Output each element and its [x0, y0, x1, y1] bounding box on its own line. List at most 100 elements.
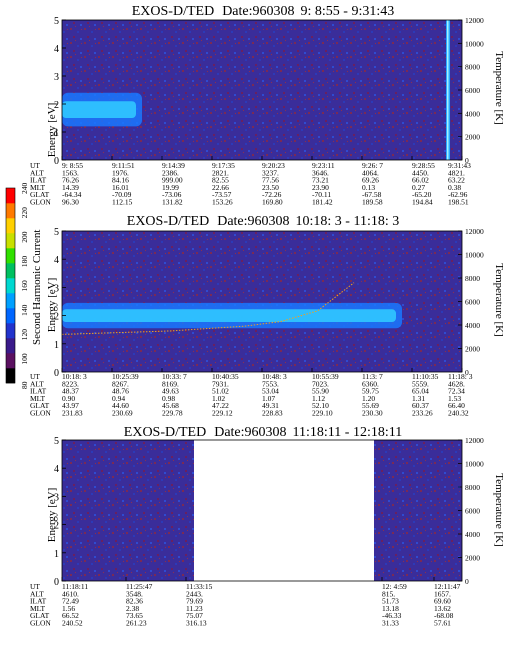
cell-value: 9:23:11	[312, 161, 335, 170]
cell-value: 9:17:35	[212, 161, 235, 170]
colorbar-blocks	[6, 188, 15, 384]
y2-tick-label: 12000	[465, 227, 484, 236]
cell-value: 9:28:55	[412, 161, 435, 170]
cell-value: 11:18:11	[62, 582, 88, 591]
cell-value: 240.32	[448, 409, 469, 418]
cell-value: 66.40	[448, 401, 465, 410]
cell-value: 96.30	[62, 198, 79, 207]
y-tick-label: 0	[54, 368, 59, 379]
cell-value: 2386.	[162, 168, 179, 177]
colorbar-tick-label: 80	[20, 381, 29, 389]
y2-tick-label: 4000	[465, 321, 480, 330]
cell-value: 10:48: 3	[262, 372, 287, 381]
cell-value: 51.02	[212, 387, 229, 396]
cell-value: 48.76	[112, 387, 129, 396]
panel-3: EXOS-D/TED Date:960308 11:18:11 - 12:18:11…	[30, 425, 505, 628]
cell-value: -46.33	[382, 611, 402, 620]
cell-value: 23.90	[312, 183, 329, 192]
panel-3-ylabel: Energy [eV]	[46, 488, 58, 542]
cell-value: 3646.	[312, 168, 329, 177]
cell-value: 815.	[382, 589, 395, 598]
cell-value: 189.58	[362, 198, 383, 207]
y-tick-label: 3	[54, 492, 59, 503]
cell-value: -64.34	[62, 190, 82, 199]
cell-value: 45.68	[162, 401, 179, 410]
y-tick-label: 3	[54, 72, 59, 83]
cell-value: 60.37	[412, 401, 429, 410]
cell-value: 10:18: 3	[62, 372, 87, 381]
cell-value: 72.34	[448, 387, 465, 396]
cell-value: -72.26	[262, 190, 282, 199]
cell-value: 7931.	[212, 379, 229, 388]
y2-tick-label: 6000	[465, 298, 480, 307]
cell-value: 49.63	[162, 387, 179, 396]
temperature-trace	[61, 282, 355, 335]
cell-value: 0.38	[448, 183, 461, 192]
cell-value: 1.02	[212, 394, 225, 403]
colorbar-block	[6, 293, 15, 309]
cell-value: 240.52	[62, 619, 83, 628]
colorbar-block	[6, 338, 15, 354]
cell-value: 9:20:23	[262, 161, 285, 170]
cell-value: 5559.	[412, 379, 429, 388]
row-label: UT	[30, 582, 40, 591]
cell-value: 7023.	[312, 379, 329, 388]
colorbar-tick-label: 100	[20, 353, 29, 365]
colorbar-block	[6, 233, 15, 249]
cell-value: 13.18	[382, 604, 399, 613]
row-label: ALT	[30, 589, 44, 598]
cell-value: 16.01	[112, 183, 129, 192]
cell-value: 11:3: 7	[362, 372, 383, 381]
cell-value: 1.12	[312, 394, 325, 403]
panel-2-y2label: Temperature [K]	[493, 263, 505, 336]
y-tick-label: 2	[54, 312, 59, 323]
cell-value: 8267.	[112, 379, 129, 388]
row-label: ILAT	[30, 597, 47, 606]
cell-value: 3237.	[262, 168, 279, 177]
cell-value: 59.75	[362, 387, 379, 396]
y2-tick-label: 4000	[465, 530, 480, 539]
spectrogram-segment	[62, 440, 194, 581]
cell-value: 49.31	[262, 401, 279, 410]
cell-value: 2443.	[186, 589, 203, 598]
row-label: MLT	[30, 604, 46, 613]
cell-value: 10:40:35	[212, 372, 239, 381]
cell-value: 1563.	[62, 168, 79, 177]
cell-value: -68.08	[434, 611, 454, 620]
cell-value: 231.83	[62, 409, 83, 418]
colorbar-label: Second Harmonic Current	[31, 230, 43, 345]
cell-value: 47.22	[212, 401, 229, 410]
colorbar-tick-label: 160	[20, 280, 29, 292]
y-tick-label: 5	[54, 16, 59, 27]
cell-value: 69.26	[362, 176, 379, 185]
y-tick-label: 0	[54, 577, 59, 588]
colorbar-block	[6, 248, 15, 264]
row-label: GLON	[30, 198, 51, 207]
cell-value: 9: 8:55	[62, 161, 83, 170]
cell-value: 228.83	[262, 409, 283, 418]
cell-value: 1.20	[362, 394, 375, 403]
cell-value: 229.78	[162, 409, 183, 418]
cell-value: 11.23	[186, 604, 203, 613]
cell-value: 0.27	[412, 183, 425, 192]
intensity-band-core	[62, 309, 396, 322]
cell-value: 6360.	[362, 379, 379, 388]
cell-value: 198.51	[448, 198, 469, 207]
cell-value: 12:11:47	[434, 582, 461, 591]
cell-value: 52.10	[312, 401, 329, 410]
colorbar-tick-label: 220	[20, 207, 29, 219]
cell-value: 82.36	[126, 597, 143, 606]
cell-value: 261.23	[126, 619, 147, 628]
cell-value: 14.39	[62, 183, 79, 192]
cell-value: -65.20	[412, 190, 432, 199]
cell-value: 4610.	[62, 589, 79, 598]
y-tick-label: 1	[54, 128, 59, 139]
cell-value: 1976.	[112, 168, 129, 177]
cell-value: 55.90	[312, 387, 329, 396]
cell-value: 153.26	[212, 198, 233, 207]
cell-value: 11:33:15	[186, 582, 213, 591]
cell-value: 9:26: 7	[362, 161, 383, 170]
colorbar-block	[6, 278, 15, 294]
cell-value: 44.60	[112, 401, 129, 410]
cell-value: -67.58	[362, 190, 382, 199]
